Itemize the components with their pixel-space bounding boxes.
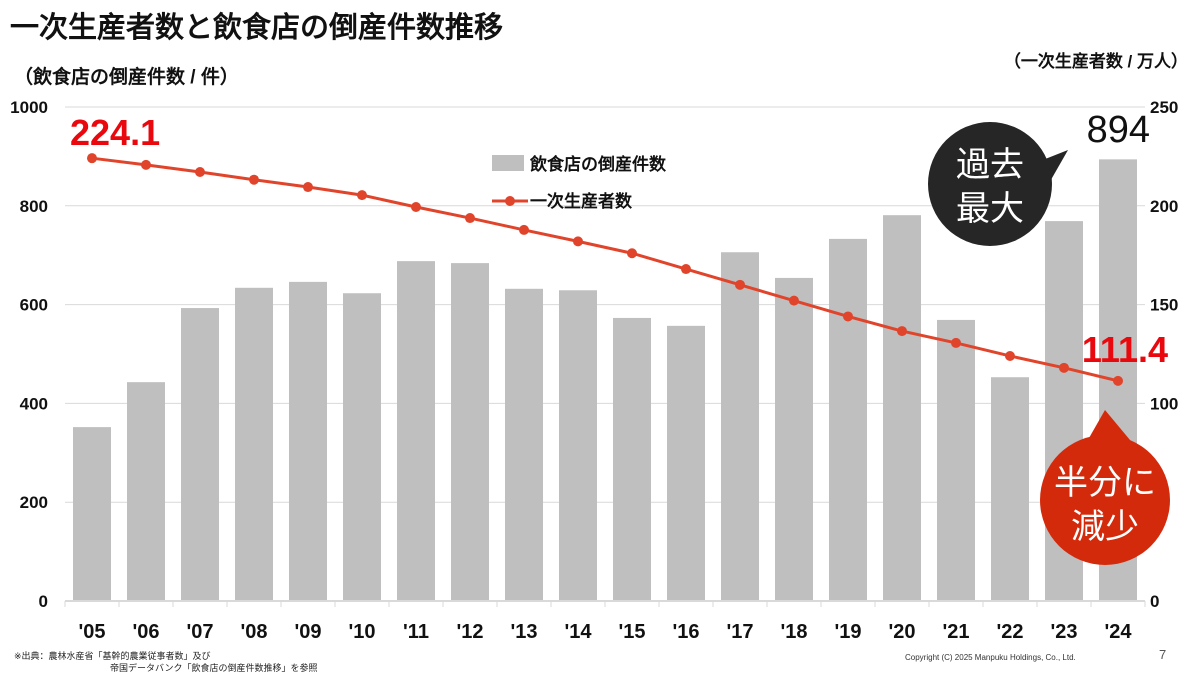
left-tick-label: 600 xyxy=(20,296,48,315)
x-tick-label: '10 xyxy=(348,621,375,643)
x-tick-label: '21 xyxy=(942,621,969,643)
line-last-label: 111.4 xyxy=(1082,329,1168,370)
bar-22 xyxy=(991,377,1029,601)
line-point-14 xyxy=(573,236,583,247)
bar-18 xyxy=(775,277,813,601)
x-tick-label: '06 xyxy=(132,621,159,643)
line-point-12 xyxy=(465,213,475,224)
bar-09 xyxy=(289,281,327,601)
right-tick-label: 250 xyxy=(1150,98,1178,117)
x-tick-label: '22 xyxy=(996,621,1023,643)
bar-19 xyxy=(829,238,867,601)
bar-last-label: 894 xyxy=(1087,109,1150,151)
line-point-11 xyxy=(411,201,421,212)
bar-17 xyxy=(721,252,759,601)
x-tick-label: '19 xyxy=(834,621,861,643)
line-point-23 xyxy=(1059,362,1069,373)
bar-13 xyxy=(505,288,543,601)
bar-06 xyxy=(127,382,165,601)
left-axis-unit: （飲食店の倒産件数 / 件） xyxy=(14,67,239,88)
bar-15 xyxy=(613,317,651,601)
x-tick-label: '12 xyxy=(456,621,483,643)
x-tick-label: '09 xyxy=(294,621,321,643)
x-tick-label: '17 xyxy=(726,621,753,643)
left-tick-label: 800 xyxy=(20,197,48,216)
halved-text-2: 減少 xyxy=(1071,508,1139,546)
x-tick-label: '24 xyxy=(1104,621,1132,643)
right-tick-label: 200 xyxy=(1150,197,1178,216)
x-tick-label: '23 xyxy=(1050,621,1077,643)
x-tick-label: '15 xyxy=(618,621,645,643)
line-point-17 xyxy=(735,279,745,290)
line-point-19 xyxy=(843,311,853,322)
line-point-06 xyxy=(141,159,151,170)
legend-bar-swatch xyxy=(492,155,524,171)
x-tick-label: '07 xyxy=(186,621,213,643)
line-point-18 xyxy=(789,295,799,306)
halved-bubble xyxy=(1040,435,1170,565)
line-series xyxy=(91,156,1119,383)
x-tick-label: '18 xyxy=(780,621,807,643)
line-point-05 xyxy=(87,153,97,164)
record-high-text-2: 最大 xyxy=(956,190,1024,228)
line-point-20 xyxy=(897,326,907,337)
line-point-15 xyxy=(627,248,637,259)
line-point-22 xyxy=(1005,350,1015,361)
x-tick-label: '14 xyxy=(564,621,592,643)
line-point-08 xyxy=(249,174,259,185)
bar-05 xyxy=(73,427,111,601)
right-tick-label: 100 xyxy=(1150,394,1178,413)
line-point-24 xyxy=(1113,375,1123,386)
x-tick-label: '08 xyxy=(240,621,267,643)
legend-line-marker xyxy=(505,196,515,206)
left-tick-label: 200 xyxy=(20,493,48,512)
source-note: ※出典：農林水産省「基幹的農業従事者数」及び 帝国データバンク「飲食店の倒産件数… xyxy=(14,650,317,674)
chart-title: 一次生産者数と飲食店の倒産件数推移 xyxy=(10,12,504,44)
page-number: 7 xyxy=(1159,647,1167,662)
left-tick-label: 1000 xyxy=(10,98,48,117)
bar-08 xyxy=(235,287,273,601)
bar-16 xyxy=(667,325,705,601)
right-tick-label: 0 xyxy=(1150,592,1159,611)
line-point-16 xyxy=(681,264,691,275)
line-point-07 xyxy=(195,167,205,178)
x-tick-label: '11 xyxy=(403,621,429,643)
right-tick-label: 150 xyxy=(1150,296,1178,315)
x-tick-label: '13 xyxy=(510,621,537,643)
bar-12 xyxy=(451,263,489,601)
copyright: Copyright (C) 2025 Manpuku Holdings, Co.… xyxy=(905,653,1076,662)
record-high-text-1: 過去 xyxy=(956,146,1024,184)
right-axis-unit: （一次生産者数 / 万人） xyxy=(1003,52,1188,71)
line-point-09 xyxy=(303,182,313,193)
bar-10 xyxy=(343,293,381,601)
left-tick-label: 400 xyxy=(20,394,48,413)
bar-14 xyxy=(559,290,597,601)
bar-20 xyxy=(883,215,921,601)
source-line-2: 帝国データバンク「飲食店の倒産件数推移」を参照 xyxy=(110,663,318,673)
x-tick-label: '16 xyxy=(672,621,699,643)
record-high-bubble xyxy=(928,122,1052,246)
line-point-21 xyxy=(951,337,961,348)
source-line-1: ※出典：農林水産省「基幹的農業従事者数」及び xyxy=(14,651,211,661)
line-point-10 xyxy=(357,190,367,201)
bar-21 xyxy=(937,319,975,601)
bar-11 xyxy=(397,261,435,601)
line-point-13 xyxy=(519,224,529,235)
bar-07 xyxy=(181,308,219,601)
line-first-label: 224.1 xyxy=(70,112,160,153)
halved-text-1: 半分に xyxy=(1054,464,1156,502)
legend-line-label: 一次生産者数 xyxy=(530,191,633,211)
legend-bar-label: 飲食店の倒産件数 xyxy=(529,154,667,174)
x-tick-label: '20 xyxy=(888,621,915,643)
x-tick-label: '05 xyxy=(78,621,105,643)
left-tick-label: 0 xyxy=(39,592,48,611)
